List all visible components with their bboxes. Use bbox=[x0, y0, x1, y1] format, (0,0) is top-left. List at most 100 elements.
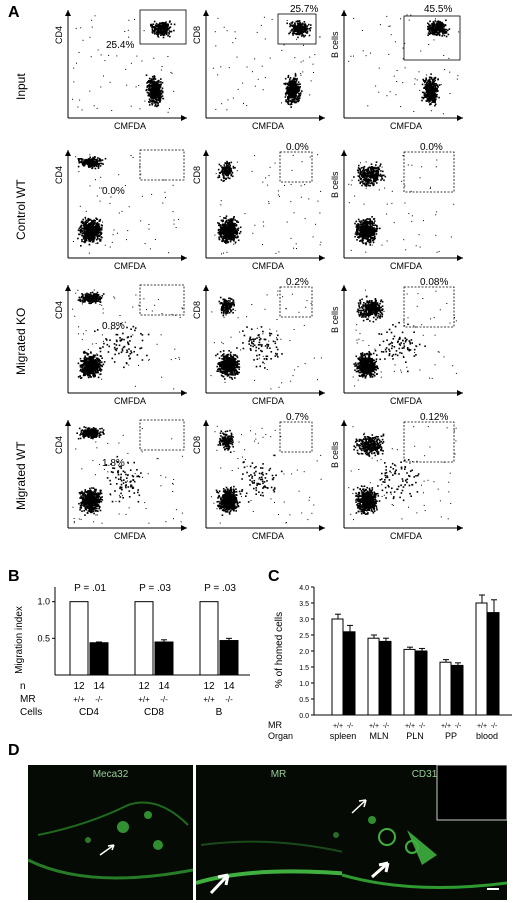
c-ytick-label: 0.0 bbox=[299, 713, 309, 720]
b-n-value: 14 bbox=[158, 681, 170, 692]
facs-x-label: CMFDA bbox=[252, 261, 284, 271]
facs-events bbox=[210, 290, 322, 390]
facs-events bbox=[72, 426, 183, 524]
y-axis-arrow bbox=[203, 285, 209, 291]
facs-svg bbox=[203, 10, 325, 121]
facs-events bbox=[72, 15, 176, 113]
c-bar-ko bbox=[379, 640, 392, 716]
c-mr-value: +/+ bbox=[333, 723, 343, 730]
panel-letter-a: A bbox=[8, 4, 20, 21]
facs-plot-0-2 bbox=[338, 10, 468, 122]
c-bar-wt bbox=[367, 637, 380, 716]
facs-svg bbox=[203, 420, 325, 531]
panel-letter-b: B bbox=[8, 568, 20, 585]
b-mr-value: +/+ bbox=[73, 695, 85, 704]
facs-svg bbox=[341, 150, 463, 261]
facs-plot-0-1 bbox=[200, 10, 330, 122]
facs-plot-1-2 bbox=[338, 150, 468, 262]
facs-svg bbox=[341, 420, 463, 531]
facs-y-label: CD8 bbox=[192, 435, 202, 454]
micrograph-mr: MR bbox=[196, 765, 361, 900]
b-n-value: 14 bbox=[93, 681, 105, 692]
gate-box bbox=[403, 421, 455, 463]
facs-svg bbox=[65, 9, 187, 121]
gate-box bbox=[139, 284, 185, 316]
facs-plot-3-1 bbox=[200, 420, 330, 532]
facs-y-label: B cells bbox=[330, 306, 340, 333]
c-mr-value: -/- bbox=[419, 723, 426, 730]
facs-x-label: CMFDA bbox=[390, 121, 422, 131]
facs-y-label: CD4 bbox=[54, 165, 64, 184]
facs-y-label: CD8 bbox=[192, 165, 202, 184]
gate-box bbox=[279, 151, 313, 183]
facs-y-label: CD4 bbox=[54, 25, 64, 44]
c-mr-value: +/+ bbox=[441, 723, 451, 730]
facs-y-label: CD4 bbox=[54, 435, 64, 454]
row-label-0: Input bbox=[14, 73, 28, 100]
b-row-label-n: n bbox=[20, 681, 26, 692]
c-organ-label: PLN bbox=[406, 731, 424, 741]
gate-box bbox=[139, 419, 185, 451]
facs-svg bbox=[341, 285, 463, 396]
facs-events bbox=[352, 289, 457, 387]
homed-cells-svg: 0.0 0.5 1.0 1.5 2.0 2.5 3.0 3.5 4.0 % of homed ce… bbox=[268, 585, 512, 741]
c-bar-wt bbox=[331, 618, 344, 716]
gate-box bbox=[403, 151, 455, 193]
facs-x-label: CMFDA bbox=[390, 396, 422, 406]
c-ytick-label: 4.0 bbox=[299, 585, 309, 592]
y-axis-arrow bbox=[203, 420, 209, 426]
facs-events bbox=[73, 154, 180, 254]
facs-x-label: CMFDA bbox=[252, 396, 284, 406]
c-mr-value: -/- bbox=[347, 723, 354, 730]
c-y-axis-label: % of homed cells bbox=[274, 612, 285, 688]
facs-events bbox=[212, 16, 321, 111]
facs-y-label: B cells bbox=[330, 31, 340, 58]
micrograph-mr-image bbox=[196, 832, 361, 895]
row-label-1: Control WT bbox=[14, 179, 28, 240]
panel-letter-d: D bbox=[8, 742, 20, 759]
gate-box bbox=[139, 9, 187, 45]
b-mr-value: +/+ bbox=[203, 695, 215, 704]
c-organ-label: blood bbox=[476, 731, 498, 741]
facs-plot-0-0 bbox=[62, 9, 192, 122]
facs-y-label: CD8 bbox=[192, 300, 202, 319]
c-mr-value: -/- bbox=[491, 723, 498, 730]
facs-svg bbox=[65, 419, 187, 531]
b-bar-wt bbox=[199, 601, 219, 676]
x-axis-arrow bbox=[457, 390, 463, 396]
c-ytick-label: 1.0 bbox=[299, 681, 309, 688]
micrograph-mr-title: MR bbox=[270, 769, 287, 780]
facs-events bbox=[210, 425, 322, 524]
y-axis-arrow bbox=[341, 285, 347, 291]
c-bar-ko bbox=[343, 631, 356, 716]
b-p-value: P = .01 bbox=[74, 583, 106, 594]
micrograph-meca32-image bbox=[28, 801, 193, 880]
c-row-label-mr: MR bbox=[268, 720, 282, 730]
gate-percentage: 25.4% bbox=[106, 40, 135, 51]
facs-events bbox=[214, 154, 322, 255]
facs-x-label: CMFDA bbox=[114, 396, 146, 406]
x-axis-arrow bbox=[319, 525, 325, 531]
panel-letter-c: C bbox=[268, 568, 280, 585]
c-organ-label: spleen bbox=[330, 731, 357, 741]
facs-plot-2-2 bbox=[338, 285, 468, 397]
b-p-value: P = .03 bbox=[139, 583, 171, 594]
y-axis-arrow bbox=[341, 150, 347, 156]
c-ytick-label: 3.0 bbox=[299, 617, 309, 624]
facs-plot-2-0 bbox=[62, 284, 192, 397]
x-axis-arrow bbox=[457, 115, 463, 121]
b-ytick-label: 1.0 bbox=[37, 597, 50, 607]
facs-x-label: CMFDA bbox=[252, 531, 284, 541]
gate-percentage: 0.0% bbox=[286, 142, 309, 153]
c-ytick-label: 3.5 bbox=[299, 601, 309, 608]
y-axis-arrow bbox=[341, 10, 347, 16]
gate-percentage: 0.08% bbox=[420, 277, 449, 288]
c-row-label-organ: Organ bbox=[268, 731, 293, 741]
b-n-value: 12 bbox=[203, 681, 215, 692]
y-axis-arrow bbox=[203, 10, 209, 16]
gate-percentage: 0.0% bbox=[102, 186, 125, 197]
y-axis-arrow bbox=[203, 150, 209, 156]
b-bar-ko bbox=[219, 640, 239, 676]
c-bar-wt bbox=[475, 602, 488, 716]
facs-plot-1-1 bbox=[200, 150, 330, 262]
